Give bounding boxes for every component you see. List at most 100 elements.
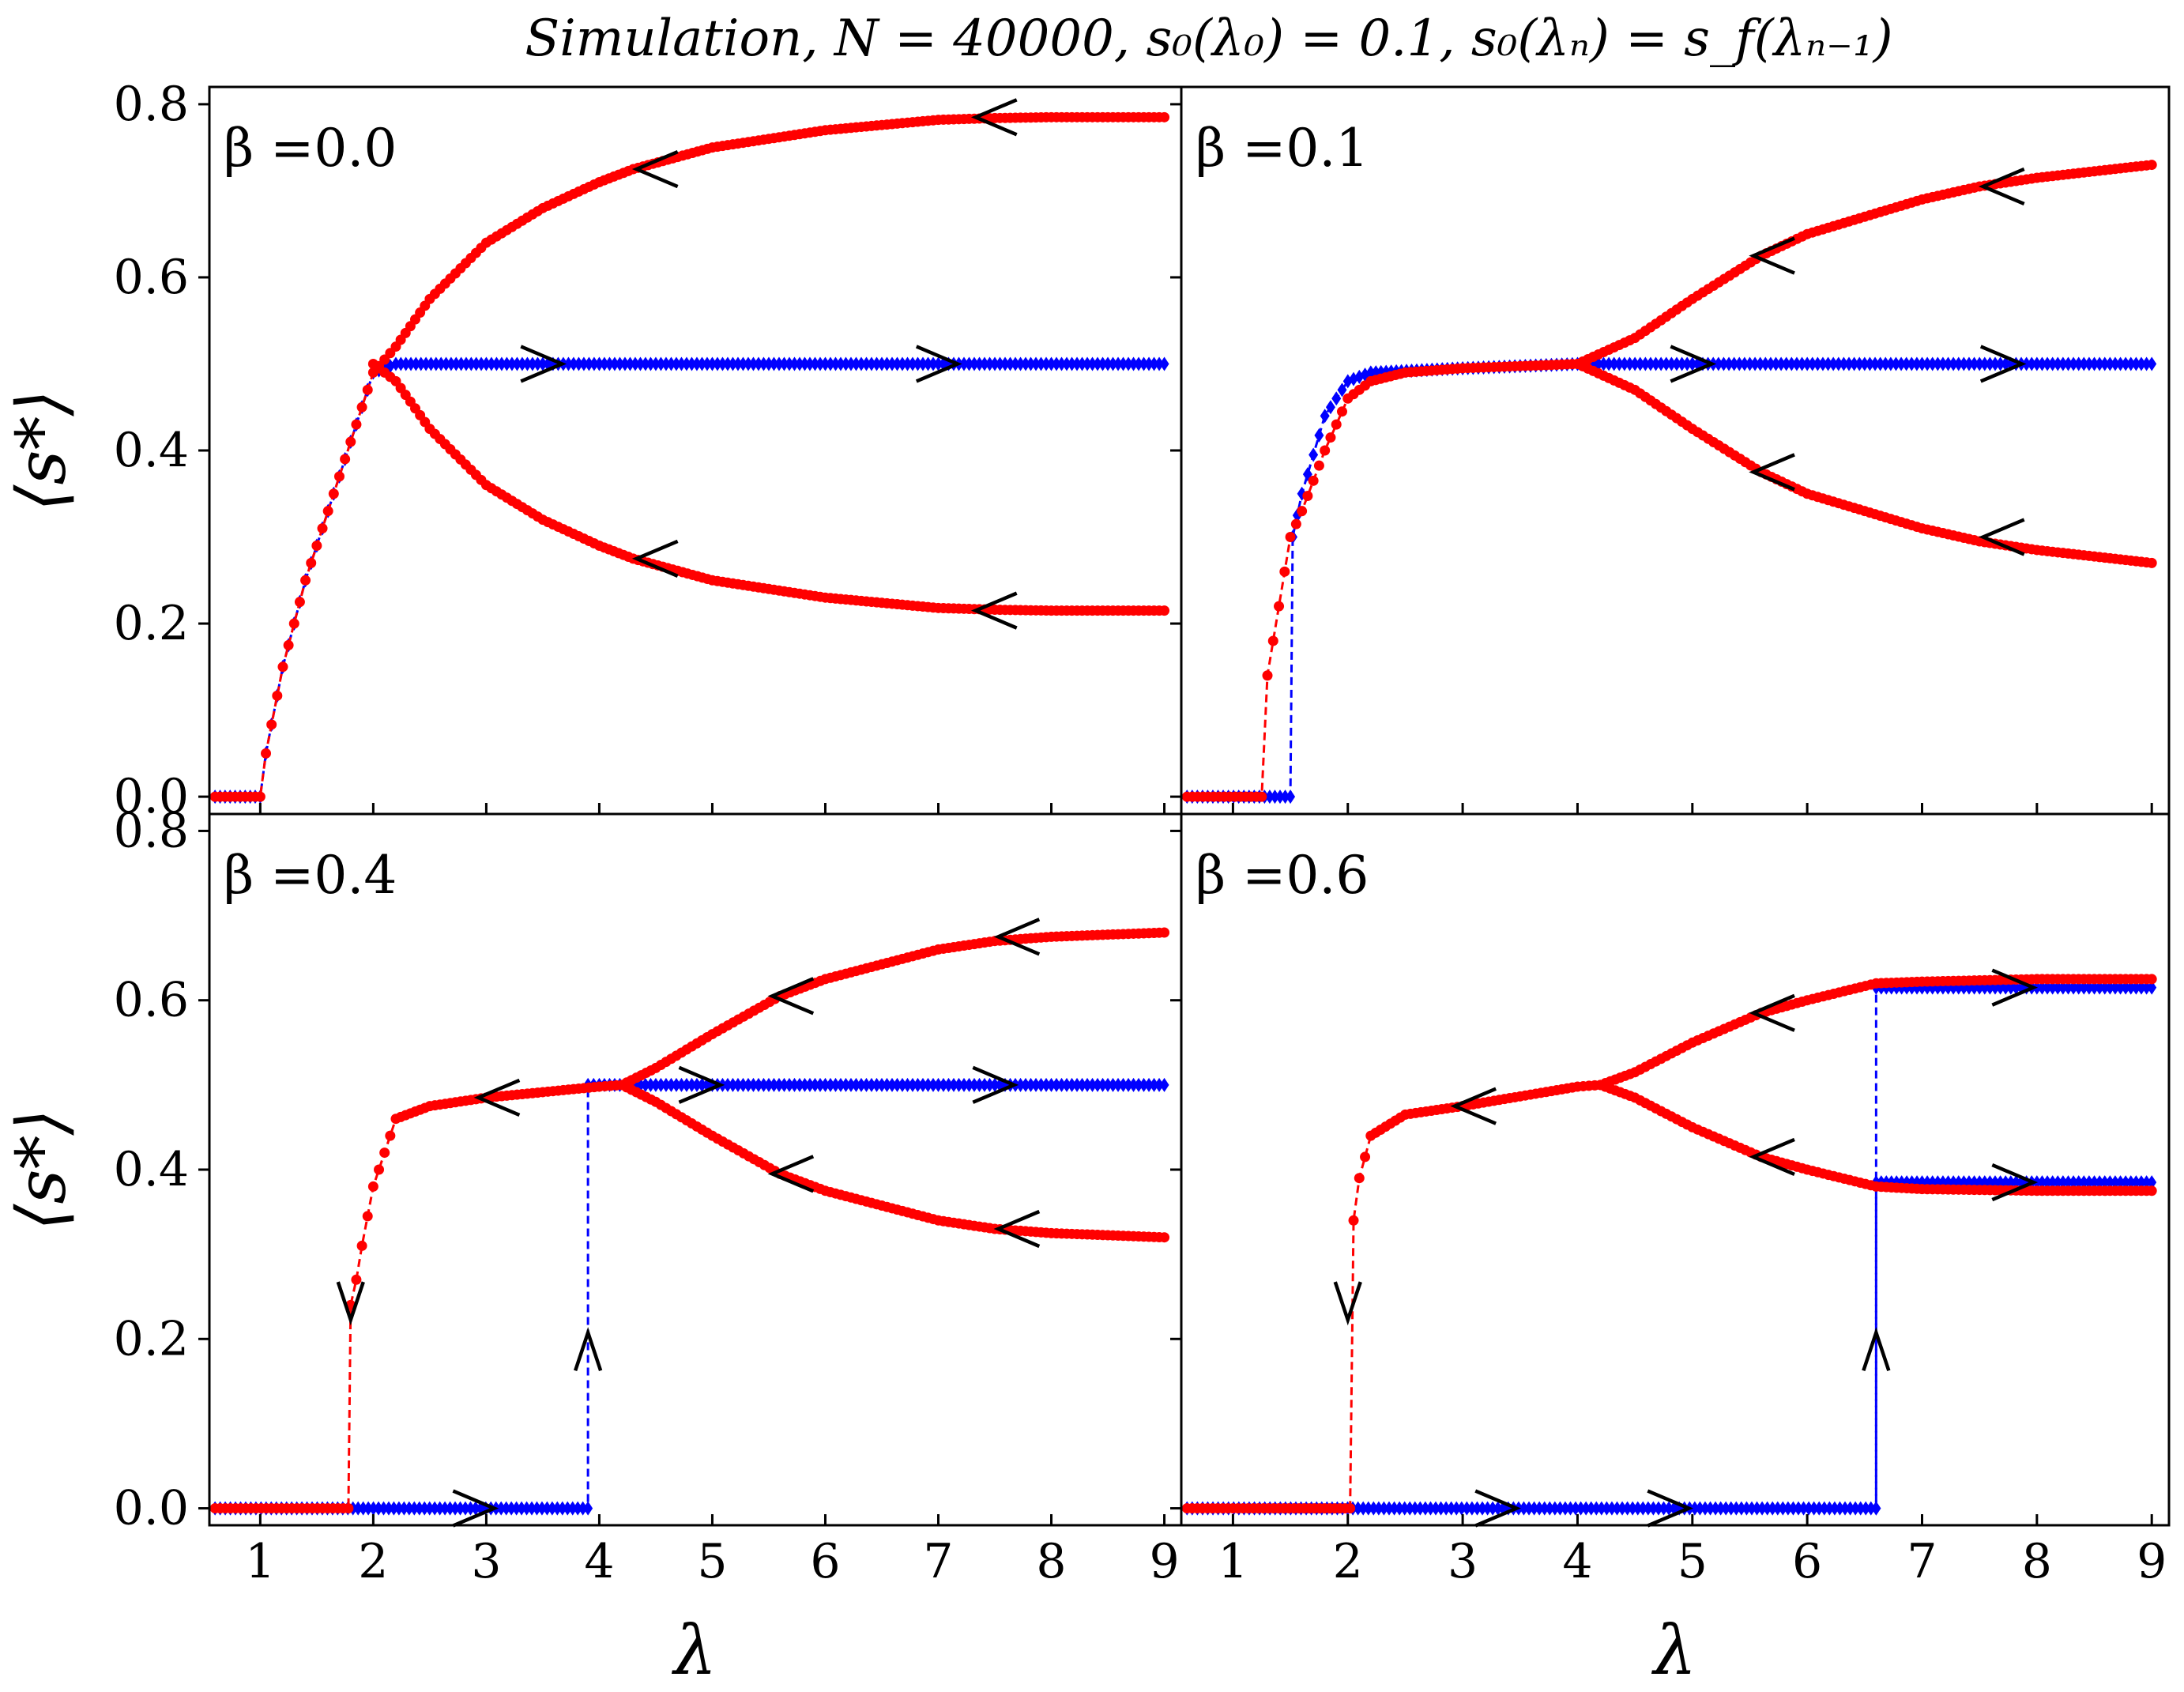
data-point (784, 356, 794, 371)
data-point (533, 356, 543, 371)
data-point (1441, 1501, 1452, 1516)
x-tick-label: 4 (584, 1534, 614, 1589)
data-point (1420, 1501, 1430, 1516)
data-point (390, 1114, 401, 1125)
data-point (411, 356, 421, 371)
data-point (1682, 356, 1693, 371)
data-point (379, 1147, 390, 1159)
data-point (732, 356, 743, 371)
data-point (691, 1077, 702, 1092)
data-point (1425, 1501, 1436, 1516)
data-point (409, 1501, 420, 1516)
data-point (1181, 791, 1192, 802)
data-point (1026, 1077, 1036, 1092)
data-point (1181, 1503, 1192, 1514)
data-point (1267, 635, 1278, 646)
data-point (578, 356, 589, 371)
data-point (532, 1501, 542, 1516)
data-point (374, 1164, 385, 1175)
data-point (1320, 445, 1331, 456)
data-point (1598, 356, 1609, 371)
data-point (728, 356, 738, 371)
data-point (1666, 356, 1677, 371)
data-point (1885, 356, 1896, 371)
data-point (1695, 1501, 1705, 1516)
data-point (691, 356, 702, 371)
data-point (1651, 356, 1661, 371)
data-point (1067, 356, 1077, 371)
data-point (1844, 356, 1855, 371)
data-point (2053, 1175, 2063, 1190)
x-tick-label: 9 (1149, 1534, 1179, 1589)
data-point (1056, 1077, 1067, 1092)
data-point (774, 1077, 784, 1092)
data-point (712, 356, 722, 371)
y-tick-label: 0.4 (114, 1142, 189, 1197)
data-point (1814, 1501, 1824, 1516)
data-point (1907, 356, 1917, 371)
data-point (892, 1077, 902, 1092)
data-point (333, 471, 345, 482)
data-point (2115, 1175, 2126, 1190)
data-point (650, 1077, 661, 1092)
data-point (835, 356, 845, 371)
data-point (753, 1077, 763, 1092)
data-point (2073, 356, 2084, 371)
data-point (2058, 356, 2068, 371)
plot-area (209, 927, 1170, 1516)
data-point (583, 1501, 593, 1516)
arrow-left (1749, 1137, 1795, 1177)
data-point (522, 356, 533, 371)
data-point (1118, 356, 1128, 371)
data-point (455, 1501, 465, 1516)
data-point (1859, 356, 1870, 371)
data-point (1395, 1501, 1405, 1516)
data-point (502, 356, 512, 371)
data-point (1835, 1501, 1845, 1516)
data-point (671, 356, 681, 371)
data-point (1067, 1077, 1077, 1092)
data-point (800, 1077, 810, 1092)
data-point (542, 1501, 552, 1516)
data-point (845, 356, 856, 371)
data-point (825, 356, 835, 371)
data-point (2126, 356, 2136, 371)
arrow-up (573, 1327, 603, 1372)
data-point (825, 1077, 835, 1092)
data-point (970, 356, 980, 371)
data-point (2110, 1175, 2120, 1190)
data-point (609, 356, 619, 371)
data-point (1331, 391, 1342, 406)
y-axis-label: ⟨s*⟩ (2, 1109, 81, 1230)
series-markers-backward-upper (1181, 160, 2157, 802)
data-point (1901, 356, 1911, 371)
arrow-right (1991, 968, 2039, 1007)
data-point (902, 356, 913, 371)
data-point (2095, 356, 2105, 371)
data-point (1648, 1501, 1659, 1516)
data-point (722, 1077, 732, 1092)
data-point (769, 356, 779, 371)
data-point (1279, 566, 1290, 577)
data-point (272, 690, 283, 701)
data-point (1467, 1501, 1477, 1516)
data-point (2047, 356, 2058, 371)
data-point (2089, 356, 2099, 371)
arrow-left (631, 539, 679, 578)
data-point (676, 1077, 687, 1092)
data-point (563, 1501, 573, 1516)
data-point (1262, 670, 1273, 681)
data-point (374, 1501, 384, 1516)
data-point (856, 356, 866, 371)
data-point (401, 356, 411, 371)
data-point (1964, 356, 1974, 371)
data-point (1823, 356, 1833, 371)
data-point (2021, 356, 2031, 371)
data-point (804, 356, 815, 371)
data-point (917, 1077, 928, 1092)
data-point (1389, 1501, 1399, 1516)
data-point (1545, 1501, 1555, 1516)
data-point (1128, 1077, 1139, 1092)
data-point (277, 661, 288, 673)
data-point (537, 356, 548, 371)
